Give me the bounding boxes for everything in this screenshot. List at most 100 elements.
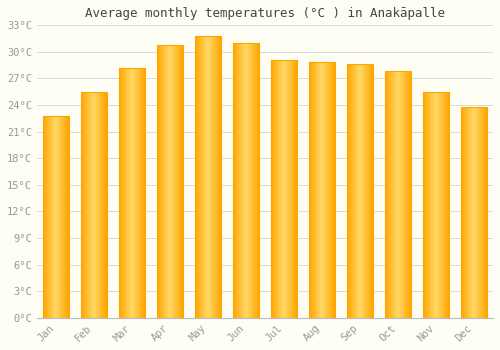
Bar <box>251 43 252 318</box>
Bar <box>165 45 166 318</box>
Bar <box>163 45 164 318</box>
Bar <box>444 92 446 318</box>
Bar <box>318 62 320 318</box>
Bar <box>68 116 69 318</box>
Bar <box>270 60 272 318</box>
Bar <box>324 62 326 318</box>
Bar <box>328 62 330 318</box>
Bar <box>100 92 101 318</box>
Bar <box>462 107 463 318</box>
Bar <box>238 43 240 318</box>
Bar <box>138 68 139 318</box>
Bar <box>464 107 466 318</box>
Bar <box>206 36 208 318</box>
Bar <box>316 62 318 318</box>
Bar <box>384 71 411 318</box>
Bar <box>213 36 214 318</box>
Bar <box>280 60 281 318</box>
Bar <box>81 92 82 318</box>
Bar <box>106 92 107 318</box>
Bar <box>474 107 476 318</box>
Bar <box>372 64 374 318</box>
Bar <box>219 36 220 318</box>
Bar <box>194 36 196 318</box>
Bar <box>105 92 106 318</box>
Bar <box>91 92 92 318</box>
Bar <box>196 36 198 318</box>
Bar <box>320 62 322 318</box>
Bar <box>250 43 252 318</box>
Bar <box>276 60 278 318</box>
Bar <box>175 45 176 318</box>
Bar <box>470 107 472 318</box>
Bar <box>90 92 91 318</box>
Bar <box>173 45 174 318</box>
Bar <box>257 43 258 318</box>
Bar <box>104 92 105 318</box>
Bar <box>180 45 181 318</box>
Bar <box>101 92 102 318</box>
Bar <box>218 36 219 318</box>
Bar <box>362 64 364 318</box>
Bar <box>161 45 162 318</box>
Bar <box>87 92 88 318</box>
Bar <box>179 45 180 318</box>
Bar <box>436 92 438 318</box>
Bar <box>442 92 444 318</box>
Bar <box>350 64 352 318</box>
Bar <box>308 62 336 318</box>
Bar <box>54 116 55 318</box>
Bar <box>424 92 425 318</box>
Bar <box>118 68 120 318</box>
Bar <box>200 36 202 318</box>
Bar <box>290 60 292 318</box>
Bar <box>232 43 259 318</box>
Bar <box>460 107 487 318</box>
Bar <box>51 116 52 318</box>
Bar <box>220 36 221 318</box>
Bar <box>448 92 450 318</box>
Bar <box>215 36 216 318</box>
Bar <box>128 68 129 318</box>
Bar <box>135 68 136 318</box>
Bar <box>140 68 141 318</box>
Bar <box>84 92 85 318</box>
Bar <box>236 43 238 318</box>
Bar <box>199 36 200 318</box>
Bar <box>422 92 424 318</box>
Bar <box>242 43 244 318</box>
Bar <box>166 45 168 318</box>
Bar <box>332 62 334 318</box>
Bar <box>102 92 103 318</box>
Bar <box>468 107 469 318</box>
Bar <box>167 45 168 318</box>
Bar <box>125 68 126 318</box>
Bar <box>296 60 298 318</box>
Bar <box>53 116 54 318</box>
Bar <box>288 60 290 318</box>
Bar <box>127 68 128 318</box>
Bar <box>308 62 310 318</box>
Bar <box>272 60 274 318</box>
Bar <box>240 43 242 318</box>
Bar <box>408 71 410 318</box>
Bar <box>396 71 398 318</box>
Bar <box>82 92 83 318</box>
Bar <box>171 45 172 318</box>
Bar <box>47 116 48 318</box>
Bar <box>406 71 408 318</box>
Bar <box>43 116 44 318</box>
Bar <box>390 71 392 318</box>
Bar <box>178 45 179 318</box>
Bar <box>354 64 356 318</box>
Bar <box>139 68 140 318</box>
Bar <box>57 116 58 318</box>
Bar <box>172 45 173 318</box>
Bar <box>482 107 484 318</box>
Bar <box>58 116 59 318</box>
Bar <box>103 92 104 318</box>
Bar <box>59 116 60 318</box>
Bar <box>164 45 166 318</box>
Bar <box>211 36 212 318</box>
Bar <box>434 92 436 318</box>
